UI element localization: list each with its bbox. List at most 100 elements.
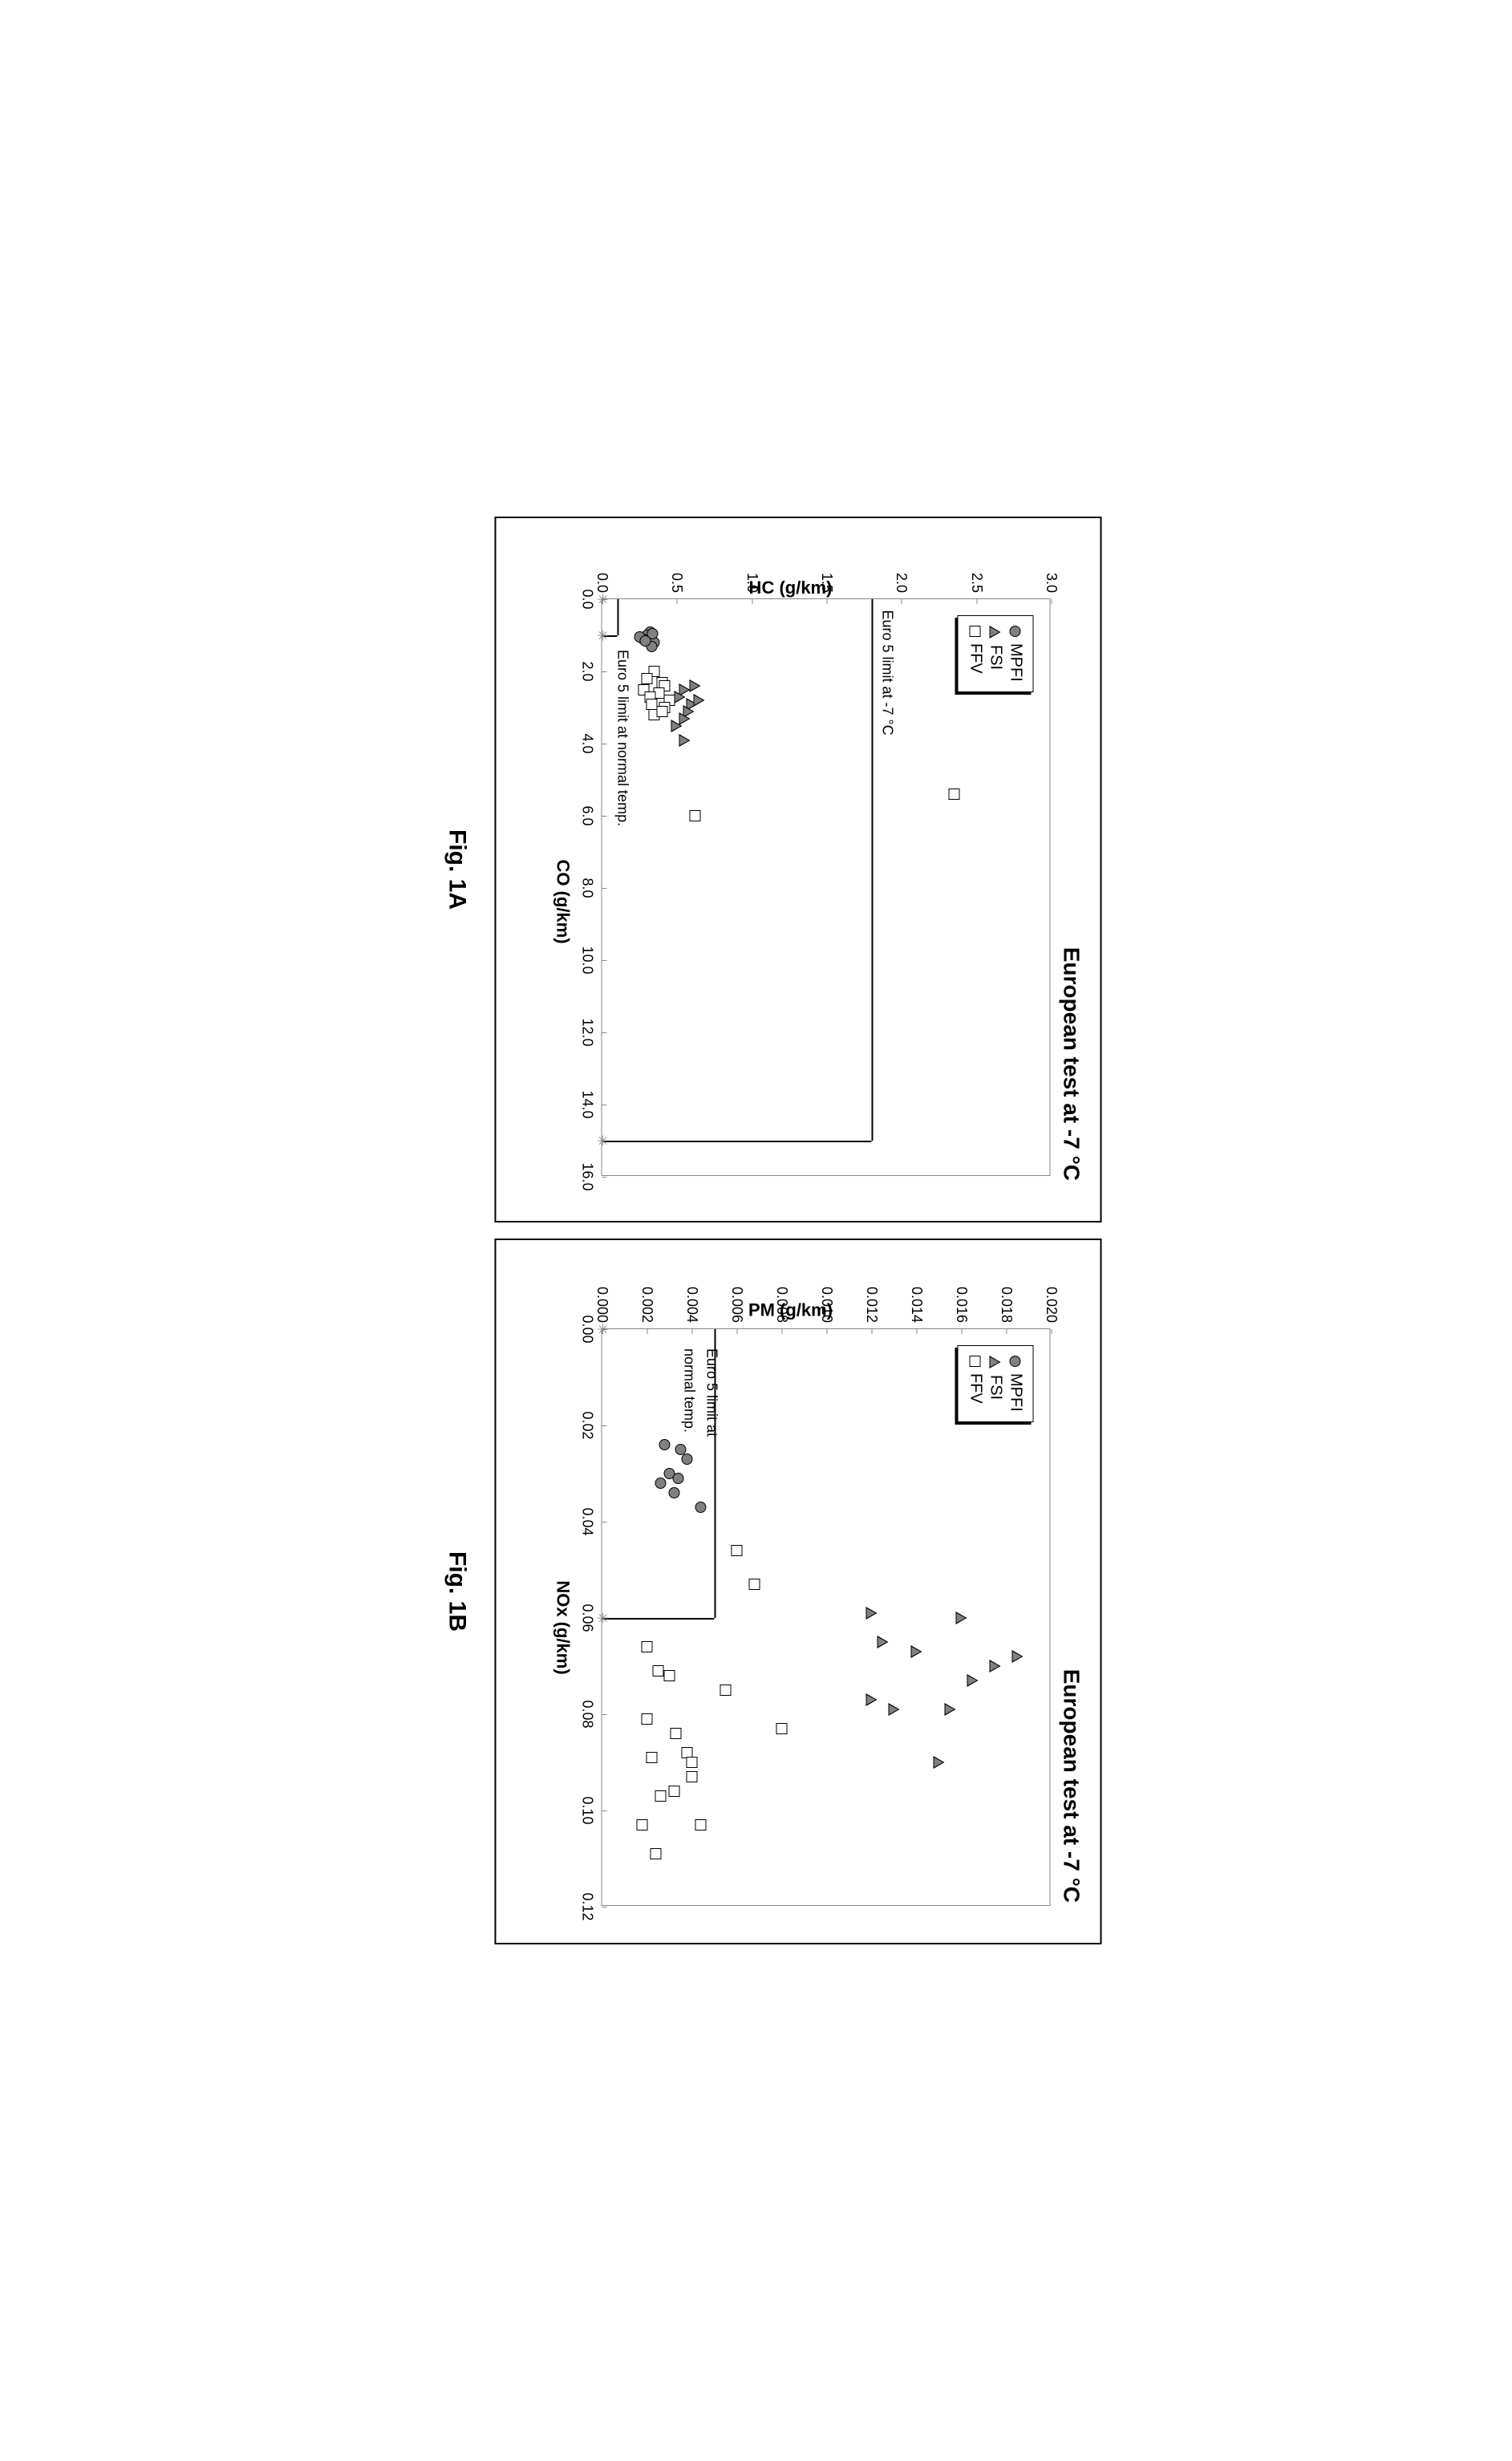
limit-line <box>871 599 873 1141</box>
data-point-ffv <box>655 1790 666 1802</box>
ytick-label: 2.5 <box>967 573 984 599</box>
data-point-ffv <box>748 1579 760 1590</box>
data-point-mpfi <box>681 1453 692 1465</box>
ytick-label: 0.002 <box>638 1287 655 1329</box>
xtick-label: 10.0 <box>578 946 602 974</box>
data-point-ffv <box>948 789 959 800</box>
xtick-label: 0.12 <box>578 1892 602 1920</box>
legend-marker-icon <box>1010 626 1021 637</box>
legend-label: FSI <box>986 1375 1004 1400</box>
panel-b-caption: Fig. 1B <box>443 1239 470 1944</box>
panel-b: European test at -7 °C PM (g/km) 0.0000.… <box>494 1239 1101 1944</box>
data-point-ffv <box>646 1752 657 1763</box>
data-point-ffv <box>641 1641 652 1652</box>
data-point-fsi <box>689 679 700 692</box>
data-point-ffv <box>731 1545 742 1556</box>
limit-line <box>617 599 618 635</box>
panel-a: European test at -7 °C HC (g/km) 0.00.51… <box>494 517 1101 1222</box>
axis-marker-star: ✳ <box>594 593 610 605</box>
ytick-label: 0.5 <box>668 573 685 599</box>
data-point-ffv <box>695 1819 706 1831</box>
xtick-label: 12.0 <box>578 1018 602 1046</box>
data-point-fsi <box>910 1645 922 1658</box>
xtick-label: 8.0 <box>578 878 602 898</box>
data-point-fsi <box>674 691 685 703</box>
data-point-fsi <box>944 1703 955 1716</box>
xtick-label: 0.04 <box>578 1507 602 1535</box>
legend: MPFIFSIFFV <box>957 615 1033 692</box>
annotation-text: Euro 5 limit at -7 °C <box>878 610 895 736</box>
data-point-fsi <box>679 734 690 747</box>
limit-line <box>602 1141 871 1142</box>
data-point-ffv <box>686 1771 697 1782</box>
data-point-fsi <box>877 1636 888 1648</box>
ytick-label: 0.018 <box>998 1287 1015 1329</box>
legend-label: FFV <box>966 643 984 674</box>
data-point-mpfi <box>655 1478 666 1489</box>
data-point-ffv <box>668 1786 679 1797</box>
data-point-mpfi <box>668 1487 679 1498</box>
legend-marker-icon <box>1010 1356 1021 1367</box>
panel-a-caption: Fig. 1A <box>443 517 470 1222</box>
data-point-ffv <box>650 1848 661 1859</box>
ytick-label: 0.004 <box>683 1287 700 1329</box>
ytick-label: 3.0 <box>1043 573 1060 599</box>
xtick-label: 16.0 <box>578 1162 602 1190</box>
panel-a-wrap: European test at -7 °C HC (g/km) 0.00.51… <box>443 517 1101 1222</box>
xtick-label: 2.0 <box>578 661 602 681</box>
figure-container: European test at -7 °C HC (g/km) 0.00.51… <box>443 517 1101 1944</box>
legend-label: MPFI <box>1006 1373 1024 1412</box>
panel-a-plot: 0.00.51.01.52.02.53.00.02.04.06.08.010.0… <box>601 598 1050 1176</box>
legend-item: MPFI <box>1006 626 1024 682</box>
data-point-ffv <box>656 706 667 717</box>
ytick-label: 0.006 <box>728 1287 745 1329</box>
page: European test at -7 °C HC (g/km) 0.00.51… <box>16 16 1512 2445</box>
data-point-ffv <box>646 699 657 710</box>
axis-marker-star: ✳ <box>594 1323 610 1335</box>
data-point-fsi <box>933 1756 944 1769</box>
annotation-text: Euro 5 limit at normal temp. <box>614 650 630 826</box>
data-point-ffv <box>663 1670 675 1681</box>
data-point-mpfi <box>695 1502 706 1513</box>
ytick-label: 1.0 <box>743 573 760 599</box>
legend-label: FSI <box>986 645 1004 670</box>
data-point-ffv <box>636 1819 647 1831</box>
axis-marker-star: ✳ <box>594 1134 610 1146</box>
legend-item: FSI <box>986 626 1004 682</box>
limit-line <box>602 1618 714 1620</box>
data-point-ffv <box>689 810 700 821</box>
data-point-fsi <box>989 1660 1000 1672</box>
ytick-label: 0.020 <box>1043 1287 1060 1329</box>
ytick-label: 1.5 <box>818 573 835 599</box>
ytick-label: 0.008 <box>773 1287 790 1329</box>
panel-a-title: European test at -7 °C <box>1058 534 1084 1205</box>
legend-label: MPFI <box>1006 643 1024 682</box>
data-point-fsi <box>888 1703 899 1716</box>
legend-item: MPFI <box>1006 1356 1024 1412</box>
legend-marker-icon <box>990 1356 1001 1368</box>
data-point-ffv <box>670 1728 681 1739</box>
data-point-mpfi <box>659 1439 670 1450</box>
xtick-label: 14.0 <box>578 1090 602 1118</box>
ytick-label: 0.016 <box>953 1287 970 1329</box>
data-point-ffv <box>641 1713 652 1725</box>
panel-b-title: European test at -7 °C <box>1058 1256 1084 1927</box>
panel-b-xlabel: NOx (g/km) <box>552 1328 573 1927</box>
data-point-mpfi <box>672 1473 683 1484</box>
panel-b-chart-area: PM (g/km) 0.0000.0020.0040.0060.0080.010… <box>552 1328 1050 1927</box>
legend-item: FFV <box>966 1356 984 1412</box>
data-point-fsi <box>967 1674 978 1687</box>
legend-marker-icon <box>990 626 1001 639</box>
data-point-fsi <box>671 720 682 732</box>
panel-b-plot: 0.0000.0020.0040.0060.0080.0100.0120.014… <box>601 1328 1050 1906</box>
data-point-ffv <box>652 1665 663 1676</box>
data-point-ffv <box>776 1723 787 1734</box>
ytick-label: 0.010 <box>818 1287 835 1329</box>
data-point-mpfi <box>639 635 651 647</box>
ytick-label: 0.012 <box>863 1287 880 1329</box>
panel-a-xlabel: CO (g/km) <box>552 598 573 1205</box>
panel-b-wrap: European test at -7 °C PM (g/km) 0.0000.… <box>443 1239 1101 1944</box>
xtick-label: 4.0 <box>578 733 602 753</box>
data-point-fsi <box>955 1612 967 1624</box>
xtick-label: 6.0 <box>578 805 602 825</box>
